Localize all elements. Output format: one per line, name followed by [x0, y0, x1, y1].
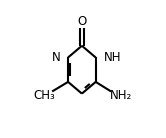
Text: N: N [52, 51, 61, 64]
Text: NH: NH [104, 51, 121, 64]
Text: NH₂: NH₂ [110, 89, 132, 102]
Text: CH₃: CH₃ [33, 89, 55, 102]
Text: O: O [77, 15, 86, 28]
